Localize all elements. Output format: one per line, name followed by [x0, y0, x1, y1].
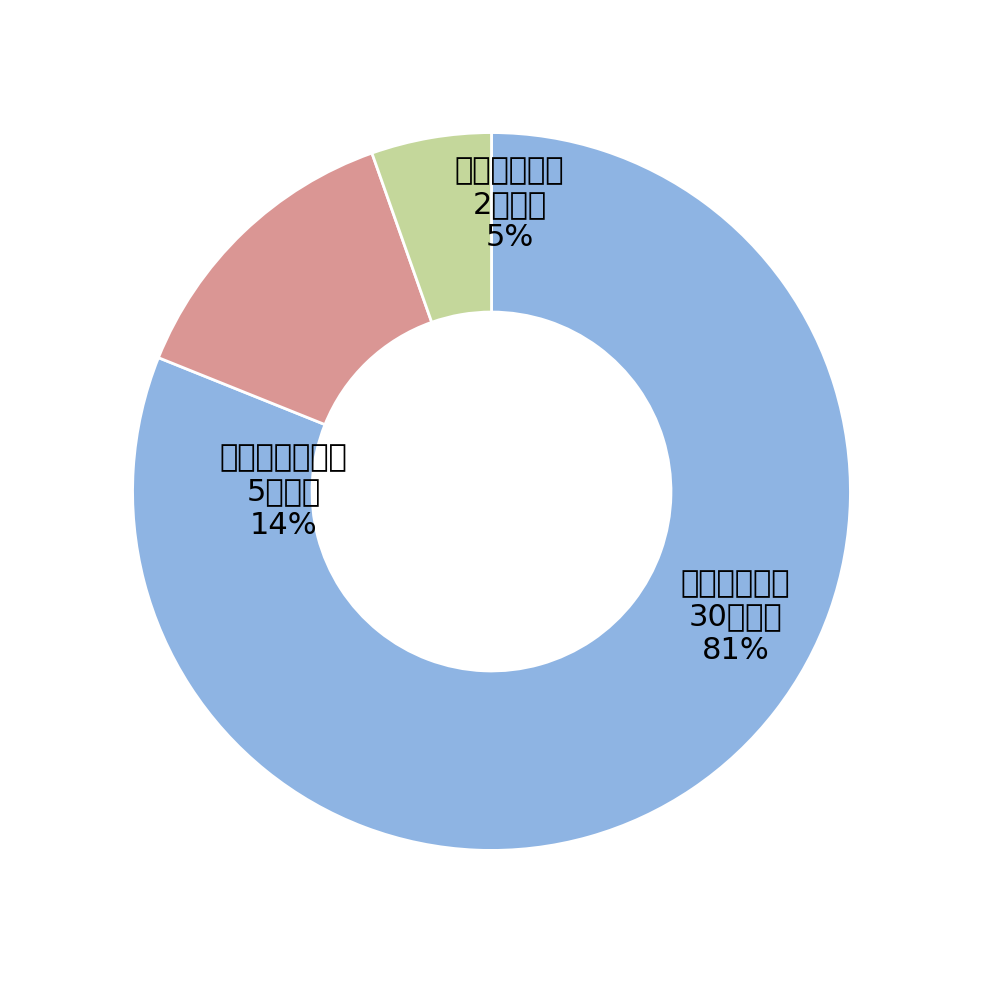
Text: 検討していない
5市町村
14%: 検討していない 5市町村 14% — [219, 443, 347, 540]
Wedge shape — [133, 133, 850, 850]
Wedge shape — [158, 153, 432, 425]
Text: 検討中、未定
2市町村
5%: 検討中、未定 2市町村 5% — [455, 156, 564, 253]
Wedge shape — [372, 133, 492, 322]
Text: 検討している
30市町村
81%: 検討している 30市町村 81% — [681, 569, 790, 665]
